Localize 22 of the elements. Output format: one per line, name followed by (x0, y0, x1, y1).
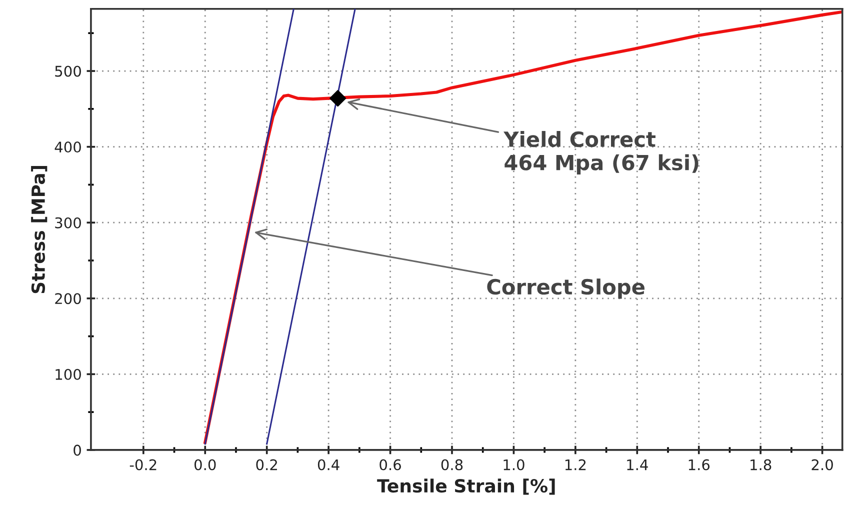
y-tick-label: 0 (74, 444, 81, 456)
y-tick-label: 300 (55, 217, 81, 228)
x-tick-label: 1.2 (565, 459, 586, 470)
x-tick-label: 1.6 (688, 459, 710, 470)
x-axis-title: Tensile Strain [%] (377, 478, 555, 495)
y-tick-label: 400 (54, 142, 81, 153)
y-tick-label: 500 (55, 66, 81, 77)
annotation: Correct Slope (487, 278, 644, 299)
x-tick-label: 0.0 (194, 459, 216, 470)
x-tick-label: 0.6 (380, 459, 401, 470)
x-tick-label: 0.2 (256, 459, 277, 470)
x-tick-label: 0.8 (441, 459, 463, 470)
x-tick-label: 0.4 (318, 459, 340, 470)
y-axis-title: Stress [MPa] (31, 166, 48, 294)
annotation: Yield Correct 464 Mpa (67 ksi) (504, 130, 698, 174)
x-tick-label: 1.8 (750, 459, 772, 470)
x-tick-label: -0.2 (130, 459, 156, 470)
y-tick-label: 100 (56, 368, 81, 380)
y-tick-label: 200 (55, 293, 81, 304)
x-tick-label: 1.4 (627, 459, 648, 470)
x-tick-label: 1.0 (504, 459, 524, 470)
x-tick-label: 2.0 (812, 459, 833, 470)
